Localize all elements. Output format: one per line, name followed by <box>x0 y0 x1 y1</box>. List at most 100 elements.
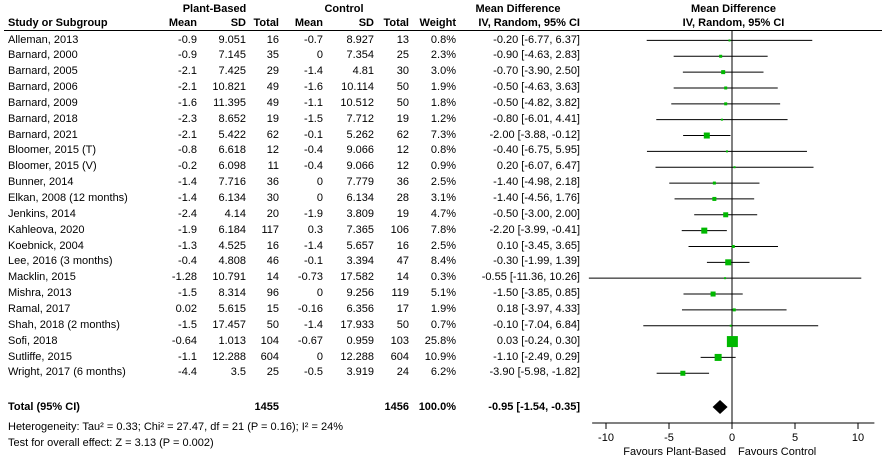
pb-sd: 17.457 <box>212 318 246 331</box>
pb-total: 15 <box>266 302 279 315</box>
md-ci-value: 0.18 [-3.97, 4.33] <box>496 302 580 315</box>
control-mean: 0 <box>316 176 323 189</box>
pb-total: 11 <box>267 160 279 173</box>
control-total: 103 <box>390 334 409 347</box>
control-mean: -1.4 <box>304 239 323 252</box>
control-total: 604 <box>390 350 409 363</box>
control-mean: -1.5 <box>304 112 323 125</box>
control-total: 50 <box>396 318 409 331</box>
control-sd: 12.288 <box>340 350 374 363</box>
pb-total: 14 <box>266 271 279 284</box>
pb-mean: -1.1 <box>178 350 197 363</box>
study-name: Barnard, 2009 <box>8 96 78 109</box>
md-ci-value: -1.40 [-4.56, 1.76] <box>493 192 580 204</box>
effect-marker <box>714 353 722 361</box>
study-row: Barnard, 2005 -2.1 7.425 29 -1.4 4.81 30 3.0% -0… <box>0 64 580 80</box>
md-ci-value: -0.10 [-7.04, 6.84] <box>493 318 580 331</box>
md-ci-value: -0.90 [-4.63, 2.83] <box>493 49 580 62</box>
control-mean: -1.6 <box>304 81 323 94</box>
control-mean: -0.5 <box>304 366 323 379</box>
control-mean: 0 <box>316 192 323 204</box>
md-ci-value: -1.10 [-2.49, 0.29] <box>493 350 580 363</box>
x-tick-label: 10 <box>852 432 864 444</box>
control-sd: 7.712 <box>346 112 374 125</box>
weight-value: 7.3% <box>430 128 456 141</box>
pb-mean: -2.1 <box>178 65 197 78</box>
study-name: Sutliffe, 2015 <box>8 350 73 363</box>
control-sd: 6.134 <box>346 192 374 204</box>
pb-sd: 9.051 <box>218 33 246 46</box>
control-total: 30 <box>396 65 409 78</box>
overall-effect-text: Test for overall effect: Z = 3.13 (P = 0… <box>8 437 214 449</box>
weight-value: 4.7% <box>430 207 456 220</box>
pb-sd: 10.791 <box>212 271 246 284</box>
pb-mean: -0.4 <box>178 255 197 268</box>
study-name: Koebnick, 2004 <box>8 239 84 252</box>
control-sd: 8.927 <box>346 33 374 46</box>
md-ci-value: -0.50 [-4.63, 3.63] <box>493 81 580 94</box>
control-total: 50 <box>396 81 409 94</box>
x-tick-label: 5 <box>792 432 798 444</box>
md-ci-value: -0.70 [-3.90, 2.50] <box>493 65 580 78</box>
effect-marker <box>703 132 710 139</box>
effect-marker <box>731 244 735 248</box>
control-mean: -1.4 <box>304 65 323 78</box>
effect-marker <box>728 39 731 42</box>
study-row: Bloomer, 2015 (V) -0.2 6.098 11 -0.4 9.066 12 0… <box>0 159 580 175</box>
weight-value: 8.4% <box>430 255 456 268</box>
pb-sd: 4.808 <box>218 255 246 268</box>
control-total: 25 <box>396 49 409 62</box>
control-total: 12 <box>396 160 409 173</box>
control-total: 17 <box>396 302 409 315</box>
study-row: Kahleova, 2020 -1.9 6.184 117 0.3 7.365 106 7.8… <box>0 223 580 239</box>
control-mean: 0 <box>316 49 323 62</box>
md-ci-value: -3.90 [-5.98, -1.82] <box>489 366 581 379</box>
control-mean: -0.16 <box>297 302 323 315</box>
md-ci-value: -0.30 [-1.99, 1.39] <box>493 255 580 268</box>
pb-total: 16 <box>266 239 279 252</box>
pb-total: 19 <box>266 112 279 125</box>
pb-mean: 0.02 <box>175 302 197 315</box>
column-header-row: Study or Subgroup Mean SD Total Mean SD … <box>0 16 887 32</box>
pb-sd: 8.314 <box>218 287 246 300</box>
weight-value: 0.3% <box>430 271 456 284</box>
control-total: 24 <box>396 366 409 379</box>
pb-mean: -1.4 <box>178 192 197 204</box>
pb-mean: -2.4 <box>178 207 197 220</box>
study-row: Jenkins, 2014 -2.4 4.14 20 -1.9 3.809 19 4.7% -0… <box>0 207 580 223</box>
pb-total: 12 <box>266 144 279 157</box>
md-ci-value: 0.03 [-0.24, 0.30] <box>496 334 580 347</box>
favours-right-label: Favours Control <box>738 446 816 458</box>
pb-sd: 11.395 <box>213 96 246 109</box>
control-sd: 3.394 <box>346 255 374 268</box>
study-name: Elkan, 2008 (12 months) <box>8 192 128 204</box>
pb-mean: -2.1 <box>178 81 197 94</box>
group-header-plant-based: Plant-Based <box>182 3 247 15</box>
weight-value: 3.0% <box>430 65 456 78</box>
weight-value: 1.9% <box>430 302 456 315</box>
study-row: Lee, 2016 (3 months) -0.4 4.808 46 -0.1 3.394… <box>0 254 580 270</box>
pb-mean: -0.9 <box>178 33 197 46</box>
md-ci-value: 0.10 [-3.45, 3.65] <box>496 239 580 252</box>
pb-sd: 6.618 <box>218 144 246 157</box>
control-sd: 3.919 <box>346 366 374 379</box>
control-total: 47 <box>396 255 409 268</box>
col-header-weight: Weight <box>419 17 456 29</box>
pb-sd: 1.013 <box>218 334 246 347</box>
x-tick-label: -10 <box>598 432 614 444</box>
pb-sd: 4.14 <box>224 207 246 220</box>
control-sd: 5.262 <box>346 128 374 141</box>
pb-sd: 7.425 <box>218 65 246 78</box>
control-total: 19 <box>396 112 409 125</box>
pb-sd: 12.288 <box>212 350 246 363</box>
pb-total: 36 <box>266 176 279 189</box>
col-header-plot-ci: IV, Random, 95% CI <box>682 17 785 29</box>
pb-total: 20 <box>266 207 279 220</box>
heterogeneity-text: Heterogeneity: Tau² = 0.33; Chi² = 27.47… <box>8 421 343 433</box>
control-sd: 7.365 <box>346 223 374 236</box>
pb-mean: -1.5 <box>178 318 197 331</box>
pb-mean: -1.3 <box>178 239 197 252</box>
control-sd: 6.356 <box>346 302 374 315</box>
control-mean: 0.3 <box>307 223 323 236</box>
